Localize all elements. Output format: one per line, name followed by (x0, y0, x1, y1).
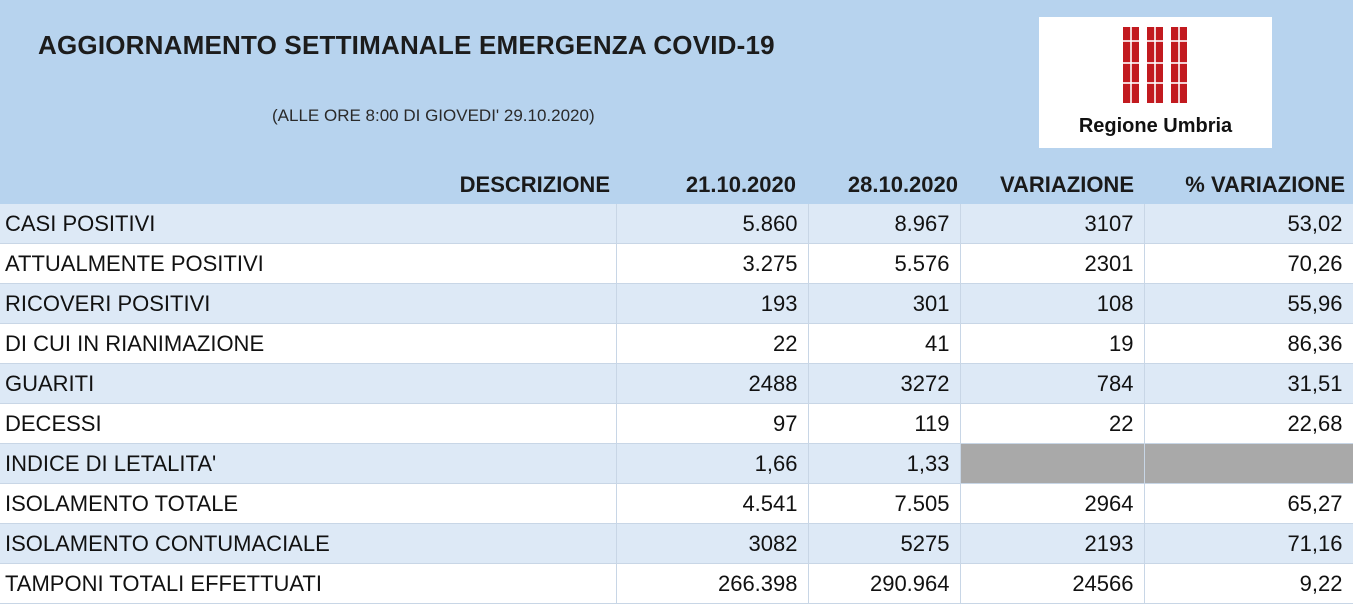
value-28-10: 41 (808, 323, 961, 364)
pct-variazione: 70,26 (1144, 243, 1353, 284)
regione-umbria-logo: Regione Umbria (1039, 17, 1272, 148)
table-row: DI CUI IN RIANIMAZIONE 22 41 19 86,36 (0, 323, 1353, 364)
value-21-10: 22 (616, 323, 809, 364)
page-title: AGGIORNAMENTO SETTIMANALE EMERGENZA COVI… (38, 30, 775, 60)
column-header-variazione: VARIAZIONE (999, 172, 1134, 197)
row-label: INDICE DI LETALITA' (0, 443, 617, 484)
variazione: 784 (960, 363, 1145, 404)
value-28-10: 5275 (808, 523, 961, 564)
variazione: 24566 (960, 563, 1145, 604)
value-21-10: 5.860 (616, 204, 809, 244)
row-label: ATTUALMENTE POSITIVI (0, 243, 617, 284)
value-21-10: 2488 (616, 363, 809, 404)
variazione: 2964 (960, 483, 1145, 524)
row-label: CASI POSITIVI (0, 204, 617, 244)
pct-variazione: 86,36 (1144, 323, 1353, 364)
row-label: ISOLAMENTO CONTUMACIALE (0, 523, 617, 564)
row-label: RICOVERI POSITIVI (0, 283, 617, 324)
pct-variazione: 55,96 (1144, 283, 1353, 324)
table-row: GUARITI 2488 3272 784 31,51 (0, 363, 1353, 404)
variazione: 22 (960, 403, 1145, 444)
table-row: INDICE DI LETALITA' 1,66 1,33 (0, 443, 1353, 484)
value-28-10: 7.505 (808, 483, 961, 524)
value-21-10: 3.275 (616, 243, 809, 284)
pct-variazione: 53,02 (1144, 204, 1353, 244)
table-row: DECESSI 97 119 22 22,68 (0, 403, 1353, 444)
value-21-10: 3082 (616, 523, 809, 564)
umbria-candles-emblem-icon (1123, 27, 1187, 103)
value-28-10: 5.576 (808, 243, 961, 284)
value-21-10: 266.398 (616, 563, 809, 604)
table-row: ISOLAMENTO TOTALE 4.541 7.505 2964 65,27 (0, 483, 1353, 524)
covid-data-table: DESCRIZIONE 21.10.2020 28.10.2020 VARIAZ… (0, 166, 1353, 604)
variazione: 2193 (960, 523, 1145, 564)
pct-variazione: 9,22 (1144, 563, 1353, 604)
value-28-10: 119 (808, 403, 961, 444)
value-28-10: 290.964 (808, 563, 961, 604)
pct-variazione: 22,68 (1144, 403, 1353, 444)
row-label: DECESSI (0, 403, 617, 444)
variazione: 2301 (960, 243, 1145, 284)
pct-variazione: 71,16 (1144, 523, 1353, 564)
pct-variazione: 31,51 (1144, 363, 1353, 404)
column-header-pct-variazione: % VARIAZIONE (1185, 172, 1345, 197)
column-header-date-1: 21.10.2020 (685, 172, 796, 197)
row-label: TAMPONI TOTALI EFFETTUATI (0, 563, 617, 604)
table-row: ISOLAMENTO CONTUMACIALE 3082 5275 2193 7… (0, 523, 1353, 564)
pct-variazione: 65,27 (1144, 483, 1353, 524)
logo-text: Regione Umbria (1078, 115, 1233, 137)
value-21-10: 193 (616, 283, 809, 324)
value-28-10: 3272 (808, 363, 961, 404)
table-row: ATTUALMENTE POSITIVI 3.275 5.576 2301 70… (0, 243, 1353, 284)
variazione: 108 (960, 283, 1145, 324)
value-21-10: 97 (616, 403, 809, 444)
variazione-empty (960, 443, 1145, 484)
value-28-10: 1,33 (808, 443, 961, 484)
table-row: TAMPONI TOTALI EFFETTUATI 266.398 290.96… (0, 563, 1353, 604)
variazione: 19 (960, 323, 1145, 364)
row-label: ISOLAMENTO TOTALE (0, 483, 617, 524)
value-28-10: 8.967 (808, 204, 961, 244)
value-21-10: 4.541 (616, 483, 809, 524)
table-header-row: DESCRIZIONE 21.10.2020 28.10.2020 VARIAZ… (0, 166, 1353, 204)
value-28-10: 301 (808, 283, 961, 324)
page-subtitle: (ALLE ORE 8:00 DI GIOVEDI' 29.10.2020) (272, 106, 595, 125)
value-21-10: 1,66 (616, 443, 809, 484)
pct-variazione-empty (1144, 443, 1353, 484)
row-label: GUARITI (0, 363, 617, 404)
table-row: RICOVERI POSITIVI 193 301 108 55,96 (0, 283, 1353, 324)
variazione: 3107 (960, 204, 1145, 244)
column-header-date-2: 28.10.2020 (847, 172, 958, 197)
column-header-descrizione: DESCRIZIONE (459, 172, 610, 197)
table-row: CASI POSITIVI 5.860 8.967 3107 53,02 (0, 204, 1353, 244)
row-label: DI CUI IN RIANIMAZIONE (0, 323, 617, 364)
